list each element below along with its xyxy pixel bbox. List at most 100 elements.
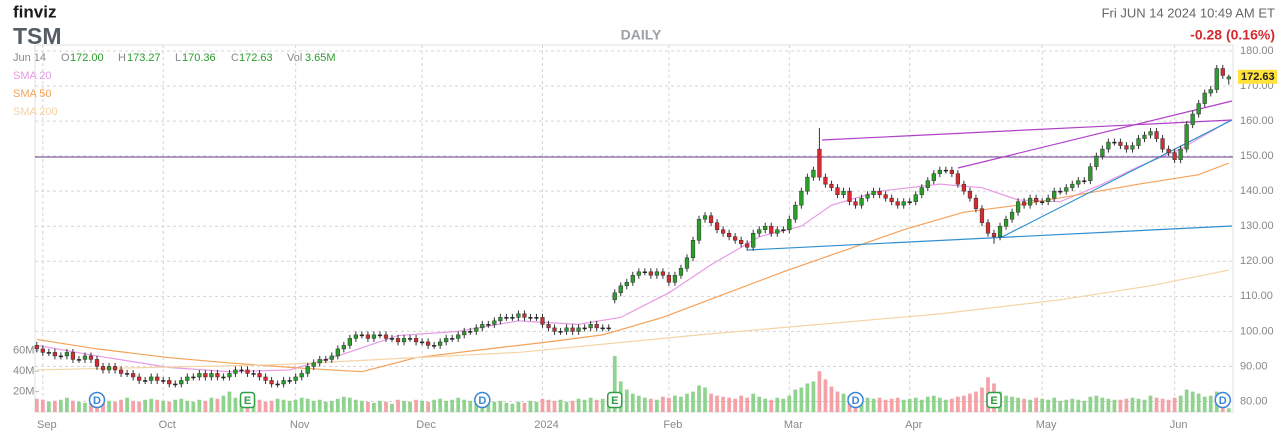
x-tick-label: Dec	[416, 419, 436, 431]
candle-body	[82, 355, 88, 360]
quote-date: Jun 14	[13, 52, 46, 64]
candle-body	[576, 327, 581, 332]
volume-bar	[173, 399, 178, 412]
volume-bar	[745, 397, 750, 412]
candle-body	[949, 169, 954, 174]
volume-bar	[889, 398, 894, 412]
volume-bar	[161, 400, 166, 412]
volume-bar	[1094, 395, 1099, 412]
volume-bar	[456, 397, 461, 412]
volume-bar	[1136, 398, 1141, 412]
volume-bar	[1034, 397, 1039, 412]
volume-bar	[709, 393, 713, 412]
volume-bar	[89, 399, 93, 412]
volume-bar	[197, 399, 202, 412]
y-tick-label: 150.00	[1240, 150, 1274, 162]
candle-body	[438, 341, 443, 346]
candle-body	[353, 334, 358, 339]
candle-body	[419, 341, 425, 344]
volume-bar	[510, 403, 515, 412]
candle-body	[46, 352, 51, 354]
volume-bar	[715, 395, 719, 412]
candle-body	[371, 334, 377, 339]
grid: 80.00 90.00 100.00 110.00 120.00 130.00 140.00…	[13, 44, 1274, 431]
candle-body	[251, 373, 256, 375]
volume-bar	[46, 401, 51, 412]
volume-bar	[335, 398, 340, 412]
volume-bar	[1208, 395, 1213, 412]
candle-body	[775, 229, 780, 234]
candle-body	[239, 369, 244, 372]
volume-bar	[233, 397, 238, 412]
volume-bar	[1154, 397, 1159, 412]
volume-bar	[468, 400, 473, 412]
y-tick-label: 140.00	[1240, 185, 1274, 197]
last-price-label: 172.63	[1241, 71, 1275, 83]
timeframe: DAILY	[621, 27, 662, 43]
candle-body	[1160, 138, 1165, 150]
volume-bar	[1142, 399, 1147, 412]
candle-body	[215, 373, 220, 378]
candle-body	[233, 369, 238, 374]
candle-body	[618, 285, 623, 294]
volume-bar	[775, 397, 780, 412]
candle-body	[383, 334, 389, 339]
candle-body	[197, 373, 202, 378]
candle-body	[528, 317, 533, 319]
volume-bar	[384, 401, 388, 412]
candle-body	[570, 327, 575, 332]
volume-bar	[1190, 391, 1195, 412]
sma-lines	[36, 120, 1230, 373]
candle-body	[1100, 148, 1105, 157]
quote-label: C	[231, 52, 239, 64]
volume-bar	[570, 400, 575, 412]
candle-body	[1220, 68, 1225, 76]
candle-body	[612, 292, 617, 301]
volume-bar	[215, 398, 220, 412]
volume-bar	[125, 397, 129, 412]
candle-body	[389, 338, 395, 340]
candle-body	[486, 324, 491, 326]
volume-bar	[823, 379, 828, 412]
volume-bar	[697, 385, 701, 412]
candle-body	[829, 183, 834, 188]
volume-bar	[40, 399, 45, 412]
volume-bar	[661, 396, 665, 412]
candle-body	[269, 380, 274, 385]
candle-body	[1196, 103, 1201, 115]
candle-body	[155, 376, 160, 381]
candle-body	[883, 194, 888, 199]
candle-body	[648, 271, 653, 276]
candle-body	[991, 232, 997, 237]
volume-bar	[980, 387, 984, 412]
candle-body	[1076, 180, 1081, 185]
volume-bar	[378, 400, 382, 412]
volume-bar	[221, 395, 226, 412]
candle-body	[841, 190, 846, 195]
volume-bar	[396, 399, 400, 412]
event-label: D	[1219, 395, 1227, 407]
candle-body	[341, 345, 346, 350]
volume-bar	[528, 400, 533, 412]
volume-bar	[1010, 396, 1014, 412]
candle-body	[1046, 197, 1051, 202]
candle-body	[444, 338, 449, 343]
candle-body	[727, 232, 732, 237]
candle-body	[203, 373, 208, 378]
volume-bar	[925, 396, 930, 412]
candle-body	[498, 317, 503, 322]
volume-bar	[1226, 408, 1231, 412]
volume-bar	[685, 393, 689, 412]
volume-bar	[564, 401, 569, 412]
candle-body	[714, 222, 720, 230]
candle-body	[287, 380, 292, 382]
candle-body	[1142, 134, 1147, 139]
volume-tick-label: 60M	[13, 345, 34, 357]
event-icon	[986, 391, 1002, 409]
brand: finviz	[13, 2, 56, 21]
candle-body	[654, 271, 659, 276]
volume-bar	[655, 399, 659, 412]
candle-body	[805, 176, 810, 192]
volume-bar	[1058, 400, 1063, 412]
volume-bar	[787, 395, 792, 412]
